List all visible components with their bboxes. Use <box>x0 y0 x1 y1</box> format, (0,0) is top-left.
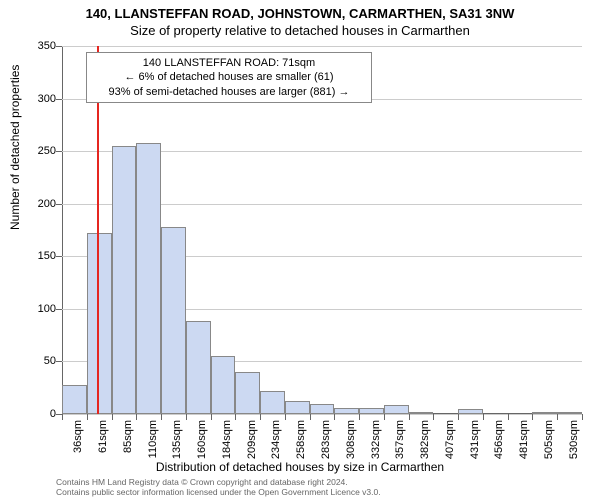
footer-line-2: Contains public sector information licen… <box>56 488 381 498</box>
x-tick <box>582 414 583 420</box>
y-tick-label: 0 <box>50 408 56 420</box>
histogram-bar <box>334 408 359 414</box>
x-tick <box>87 414 88 420</box>
x-axis-title: Distribution of detached houses by size … <box>0 460 600 474</box>
histogram-bar <box>359 408 384 414</box>
x-tick <box>433 414 434 420</box>
title-subtitle: Size of property relative to detached ho… <box>0 21 600 38</box>
x-tick <box>557 414 558 420</box>
x-tick <box>483 414 484 420</box>
x-tick <box>161 414 162 420</box>
y-tick-label: 150 <box>38 250 56 262</box>
plot-area: 05010015020025030035036sqm61sqm85sqm110s… <box>62 46 582 414</box>
x-tick <box>62 414 63 420</box>
gridline <box>62 414 582 415</box>
x-tick <box>310 414 311 420</box>
x-tick-label: 283sqm <box>320 420 332 460</box>
x-tick-label: 530sqm <box>568 420 580 460</box>
y-axis-title: Number of detached properties <box>8 65 22 230</box>
y-tick <box>56 99 62 100</box>
histogram-bar <box>161 227 186 414</box>
gridline <box>62 46 582 47</box>
x-tick <box>508 414 509 420</box>
histogram-bar <box>211 356 236 414</box>
chart-container: 140, LLANSTEFFAN ROAD, JOHNSTOWN, CARMAR… <box>0 0 600 500</box>
histogram-bar <box>112 146 137 414</box>
x-tick <box>136 414 137 420</box>
y-axis-line <box>62 46 63 414</box>
histogram-bar <box>409 412 434 414</box>
y-tick-label: 50 <box>44 355 56 367</box>
y-tick-label: 100 <box>38 303 56 315</box>
histogram-bar <box>458 409 483 414</box>
info-box-line: 140 LLANSTEFFAN ROAD: 71sqm <box>93 56 365 70</box>
x-tick <box>285 414 286 420</box>
info-box: 140 LLANSTEFFAN ROAD: 71sqm← 6% of detac… <box>86 52 372 103</box>
x-tick <box>235 414 236 420</box>
x-tick <box>532 414 533 420</box>
y-tick <box>56 256 62 257</box>
x-tick <box>334 414 335 420</box>
x-tick <box>186 414 187 420</box>
x-tick-label: 382sqm <box>419 420 431 460</box>
x-tick-label: 456sqm <box>493 420 505 460</box>
x-tick-label: 234sqm <box>270 420 282 460</box>
histogram-bar <box>557 412 582 414</box>
x-tick <box>260 414 261 420</box>
y-tick <box>56 46 62 47</box>
x-tick-label: 505sqm <box>543 420 555 460</box>
title-address: 140, LLANSTEFFAN ROAD, JOHNSTOWN, CARMAR… <box>0 0 600 21</box>
y-tick <box>56 361 62 362</box>
x-tick-label: 184sqm <box>221 420 233 460</box>
x-tick <box>409 414 410 420</box>
histogram-bar <box>384 405 409 414</box>
x-tick-label: 431sqm <box>469 420 481 460</box>
y-tick <box>56 309 62 310</box>
x-tick-label: 209sqm <box>246 420 258 460</box>
y-tick <box>56 204 62 205</box>
histogram-bar <box>260 391 285 414</box>
info-box-line: 93% of semi-detached houses are larger (… <box>93 85 365 99</box>
x-tick <box>458 414 459 420</box>
histogram-bar <box>235 372 260 414</box>
y-tick-label: 300 <box>38 93 56 105</box>
x-tick-label: 36sqm <box>72 420 84 460</box>
x-tick-label: 85sqm <box>122 420 134 460</box>
x-tick-label: 357sqm <box>394 420 406 460</box>
histogram-bar <box>87 233 112 414</box>
y-tick-label: 350 <box>38 40 56 52</box>
x-tick <box>211 414 212 420</box>
histogram-bar <box>285 401 310 414</box>
x-tick-label: 61sqm <box>97 420 109 460</box>
x-tick-label: 160sqm <box>196 420 208 460</box>
info-box-line: ← 6% of detached houses are smaller (61) <box>93 70 365 84</box>
y-tick <box>56 151 62 152</box>
x-tick <box>384 414 385 420</box>
x-tick <box>112 414 113 420</box>
x-tick-label: 308sqm <box>345 420 357 460</box>
y-tick-label: 200 <box>38 198 56 210</box>
histogram-bar <box>532 412 557 414</box>
x-tick-label: 332sqm <box>370 420 382 460</box>
footer-attribution: Contains HM Land Registry data © Crown c… <box>56 478 381 498</box>
x-tick-label: 110sqm <box>147 420 159 460</box>
x-tick-label: 407sqm <box>444 420 456 460</box>
x-tick-label: 135sqm <box>171 420 183 460</box>
x-tick-label: 258sqm <box>295 420 307 460</box>
histogram-bar <box>62 385 87 414</box>
y-tick-label: 250 <box>38 145 56 157</box>
histogram-bar <box>186 321 211 414</box>
x-tick <box>359 414 360 420</box>
histogram-bar <box>310 404 335 415</box>
histogram-bar <box>136 143 161 414</box>
x-tick-label: 481sqm <box>518 420 530 460</box>
